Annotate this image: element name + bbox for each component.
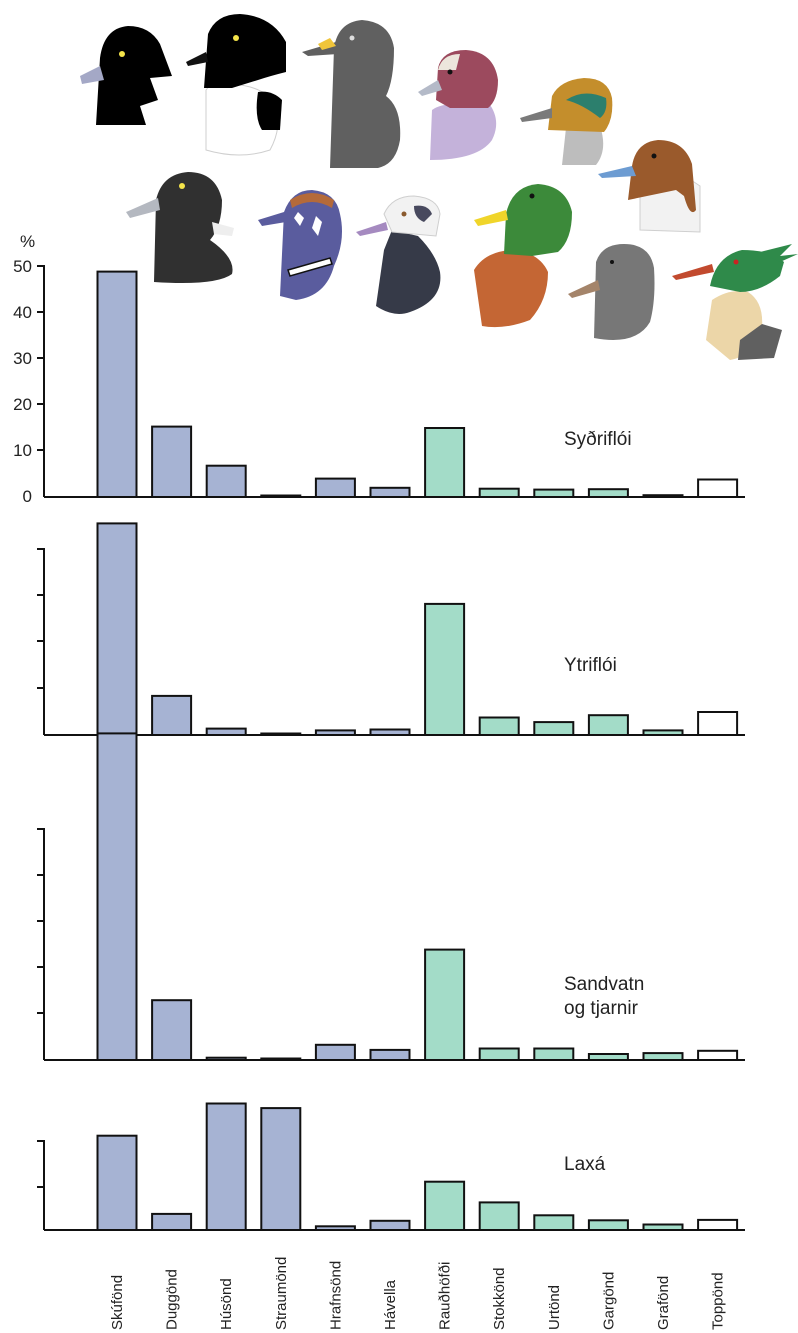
eurasian-wigeon-head-icon — [418, 50, 498, 160]
bar-2-11 — [642, 729, 684, 737]
bar-4-1 — [96, 1134, 138, 1231]
bar-4-4 — [260, 1107, 302, 1231]
bar-1-9 — [533, 488, 575, 499]
bar-1-10 — [587, 488, 629, 499]
bars-layer — [96, 270, 739, 1232]
bar-2-8 — [478, 716, 520, 736]
bar-1-6 — [369, 486, 411, 498]
panel-label: Syðriflói — [564, 429, 632, 450]
panel-label: Ytriflói — [564, 655, 617, 676]
duck-head-illustrations — [80, 14, 798, 360]
bar-2-2 — [151, 694, 193, 737]
category-label: Húsönd — [218, 1278, 235, 1330]
bar-1-3 — [205, 464, 247, 499]
bar-4-10 — [587, 1219, 629, 1232]
bar-2-1 — [96, 522, 138, 737]
eurasian-teal-head-icon — [520, 78, 613, 165]
bar-4-6 — [369, 1219, 411, 1232]
y-tick-label: 10 — [13, 441, 32, 460]
bar-2-10 — [587, 714, 629, 737]
category-label: Hrafnsönd — [327, 1261, 344, 1330]
harlequin-duck-head-icon — [258, 190, 342, 300]
y-tick-label: 20 — [13, 395, 32, 414]
panel-label: Sandvatn og tjarnir — [564, 974, 644, 1019]
bar-4-3 — [205, 1102, 247, 1231]
bar-3-11 — [642, 1052, 684, 1061]
category-label: Toppönd — [710, 1272, 727, 1330]
tufted-duck-head-icon — [80, 26, 172, 125]
common-scoter-head-icon — [302, 20, 401, 168]
bar-3-10 — [587, 1053, 629, 1061]
bar-2-7 — [424, 602, 466, 737]
category-label: Duggönd — [164, 1269, 181, 1330]
bar-1-11 — [642, 494, 684, 499]
y-unit-label: % — [20, 232, 35, 251]
category-label: Gargönd — [600, 1272, 617, 1330]
bar-3-3 — [205, 1056, 247, 1061]
bar-2-3 — [205, 727, 247, 736]
panel-label: Laxá — [564, 1154, 606, 1175]
bar-3-8 — [478, 1047, 520, 1061]
bar-3-9 — [533, 1047, 575, 1061]
panel-laxá: Laxá — [37, 1140, 745, 1231]
y-tick-label: 0 — [23, 487, 32, 506]
red-breasted-merganser-head-icon — [672, 244, 798, 360]
bar-3-5 — [314, 1043, 356, 1062]
bar-3-4 — [260, 1057, 302, 1061]
bar-3-12 — [697, 1049, 739, 1062]
category-label: Hávella — [382, 1279, 399, 1330]
bar-4-11 — [642, 1223, 684, 1231]
bar-1-2 — [151, 425, 193, 499]
panel-ytriflói: Ytriflói — [37, 548, 745, 736]
category-label: Skúfönd — [109, 1275, 126, 1330]
bar-2-5 — [314, 729, 356, 737]
y-tick-label: 30 — [13, 349, 32, 368]
northern-pintail-head-icon — [598, 140, 701, 233]
greater-scaup-head-icon — [126, 172, 234, 283]
bar-4-2 — [151, 1212, 193, 1232]
category-label: Straumönd — [273, 1257, 290, 1330]
bar-1-7 — [424, 427, 466, 498]
bar-3-2 — [151, 999, 193, 1062]
bar-4-12 — [697, 1218, 739, 1232]
bar-2-6 — [369, 728, 411, 736]
category-label: Grafönd — [655, 1276, 672, 1330]
category-label: Rauðhöfði — [437, 1262, 454, 1330]
bar-1-4 — [260, 494, 302, 498]
category-labels: Skúfönd Duggönd Húsönd Straumönd Hrafnsönd Há… — [109, 1257, 727, 1330]
bar-1-1 — [96, 270, 138, 498]
category-label: Stokkönd — [491, 1267, 508, 1330]
mallard-head-icon — [474, 184, 572, 328]
bar-1-5 — [314, 477, 356, 499]
y-tick-label: 40 — [13, 303, 32, 322]
long-tailed-duck-head-icon — [356, 195, 441, 314]
bar-4-7 — [424, 1180, 466, 1231]
bar-3-6 — [369, 1048, 411, 1062]
panel-sandvatn-og-tjarnir: Sandvatn og tjarnir — [37, 828, 745, 1061]
bar-1-8 — [478, 487, 520, 499]
bar-3-1 — [96, 732, 138, 1062]
panel-label-line: og tjarnir — [564, 998, 639, 1019]
panel-label-line: Sandvatn — [564, 974, 644, 995]
bar-1-12 — [697, 478, 739, 498]
bar-2-9 — [533, 721, 575, 736]
bar-2-4 — [260, 732, 302, 736]
bar-4-8 — [478, 1201, 520, 1232]
y-tick-label: 50 — [13, 257, 32, 276]
bar-2-12 — [697, 711, 739, 736]
bar-4-5 — [314, 1225, 356, 1232]
category-label: Urtönd — [546, 1285, 563, 1330]
bar-4-9 — [533, 1214, 575, 1232]
greater-scaup-head-icon — [186, 14, 286, 156]
gadwall-head-icon — [568, 244, 655, 340]
bar-3-7 — [424, 948, 466, 1061]
